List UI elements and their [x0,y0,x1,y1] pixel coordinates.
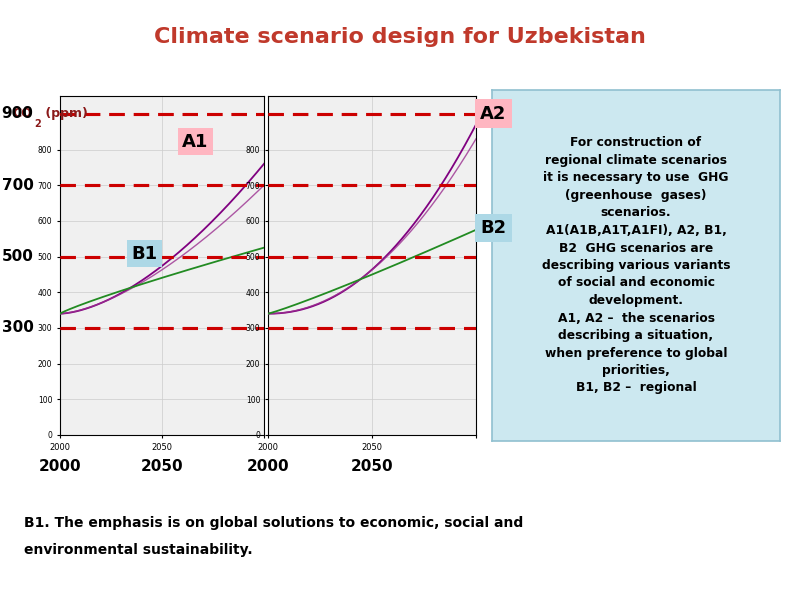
Text: Climate scenario design for Uzbekistan: Climate scenario design for Uzbekistan [154,27,646,47]
Text: A1: A1 [182,133,209,151]
Text: For construction of
regional climate scenarios
it is necessary to use  GHG
(gree: For construction of regional climate sce… [542,136,730,395]
Text: 2050: 2050 [350,459,394,474]
Text: A2: A2 [480,105,506,123]
Text: B1: B1 [131,245,158,263]
Text: B1. The emphasis is on global solutions to economic, social and: B1. The emphasis is on global solutions … [24,516,523,530]
Text: 2000: 2000 [38,459,82,474]
Text: 300: 300 [2,320,34,335]
Text: 2000: 2000 [246,459,290,474]
Text: (ppm): (ppm) [41,107,88,120]
Text: 2050: 2050 [141,459,183,474]
Text: CO: CO [12,107,32,120]
Text: 900: 900 [2,106,34,121]
Text: environmental sustainability.: environmental sustainability. [24,543,253,557]
Text: B2: B2 [480,219,506,237]
Text: 2: 2 [34,119,41,129]
Text: 700: 700 [2,178,34,193]
Text: 500: 500 [2,249,34,264]
